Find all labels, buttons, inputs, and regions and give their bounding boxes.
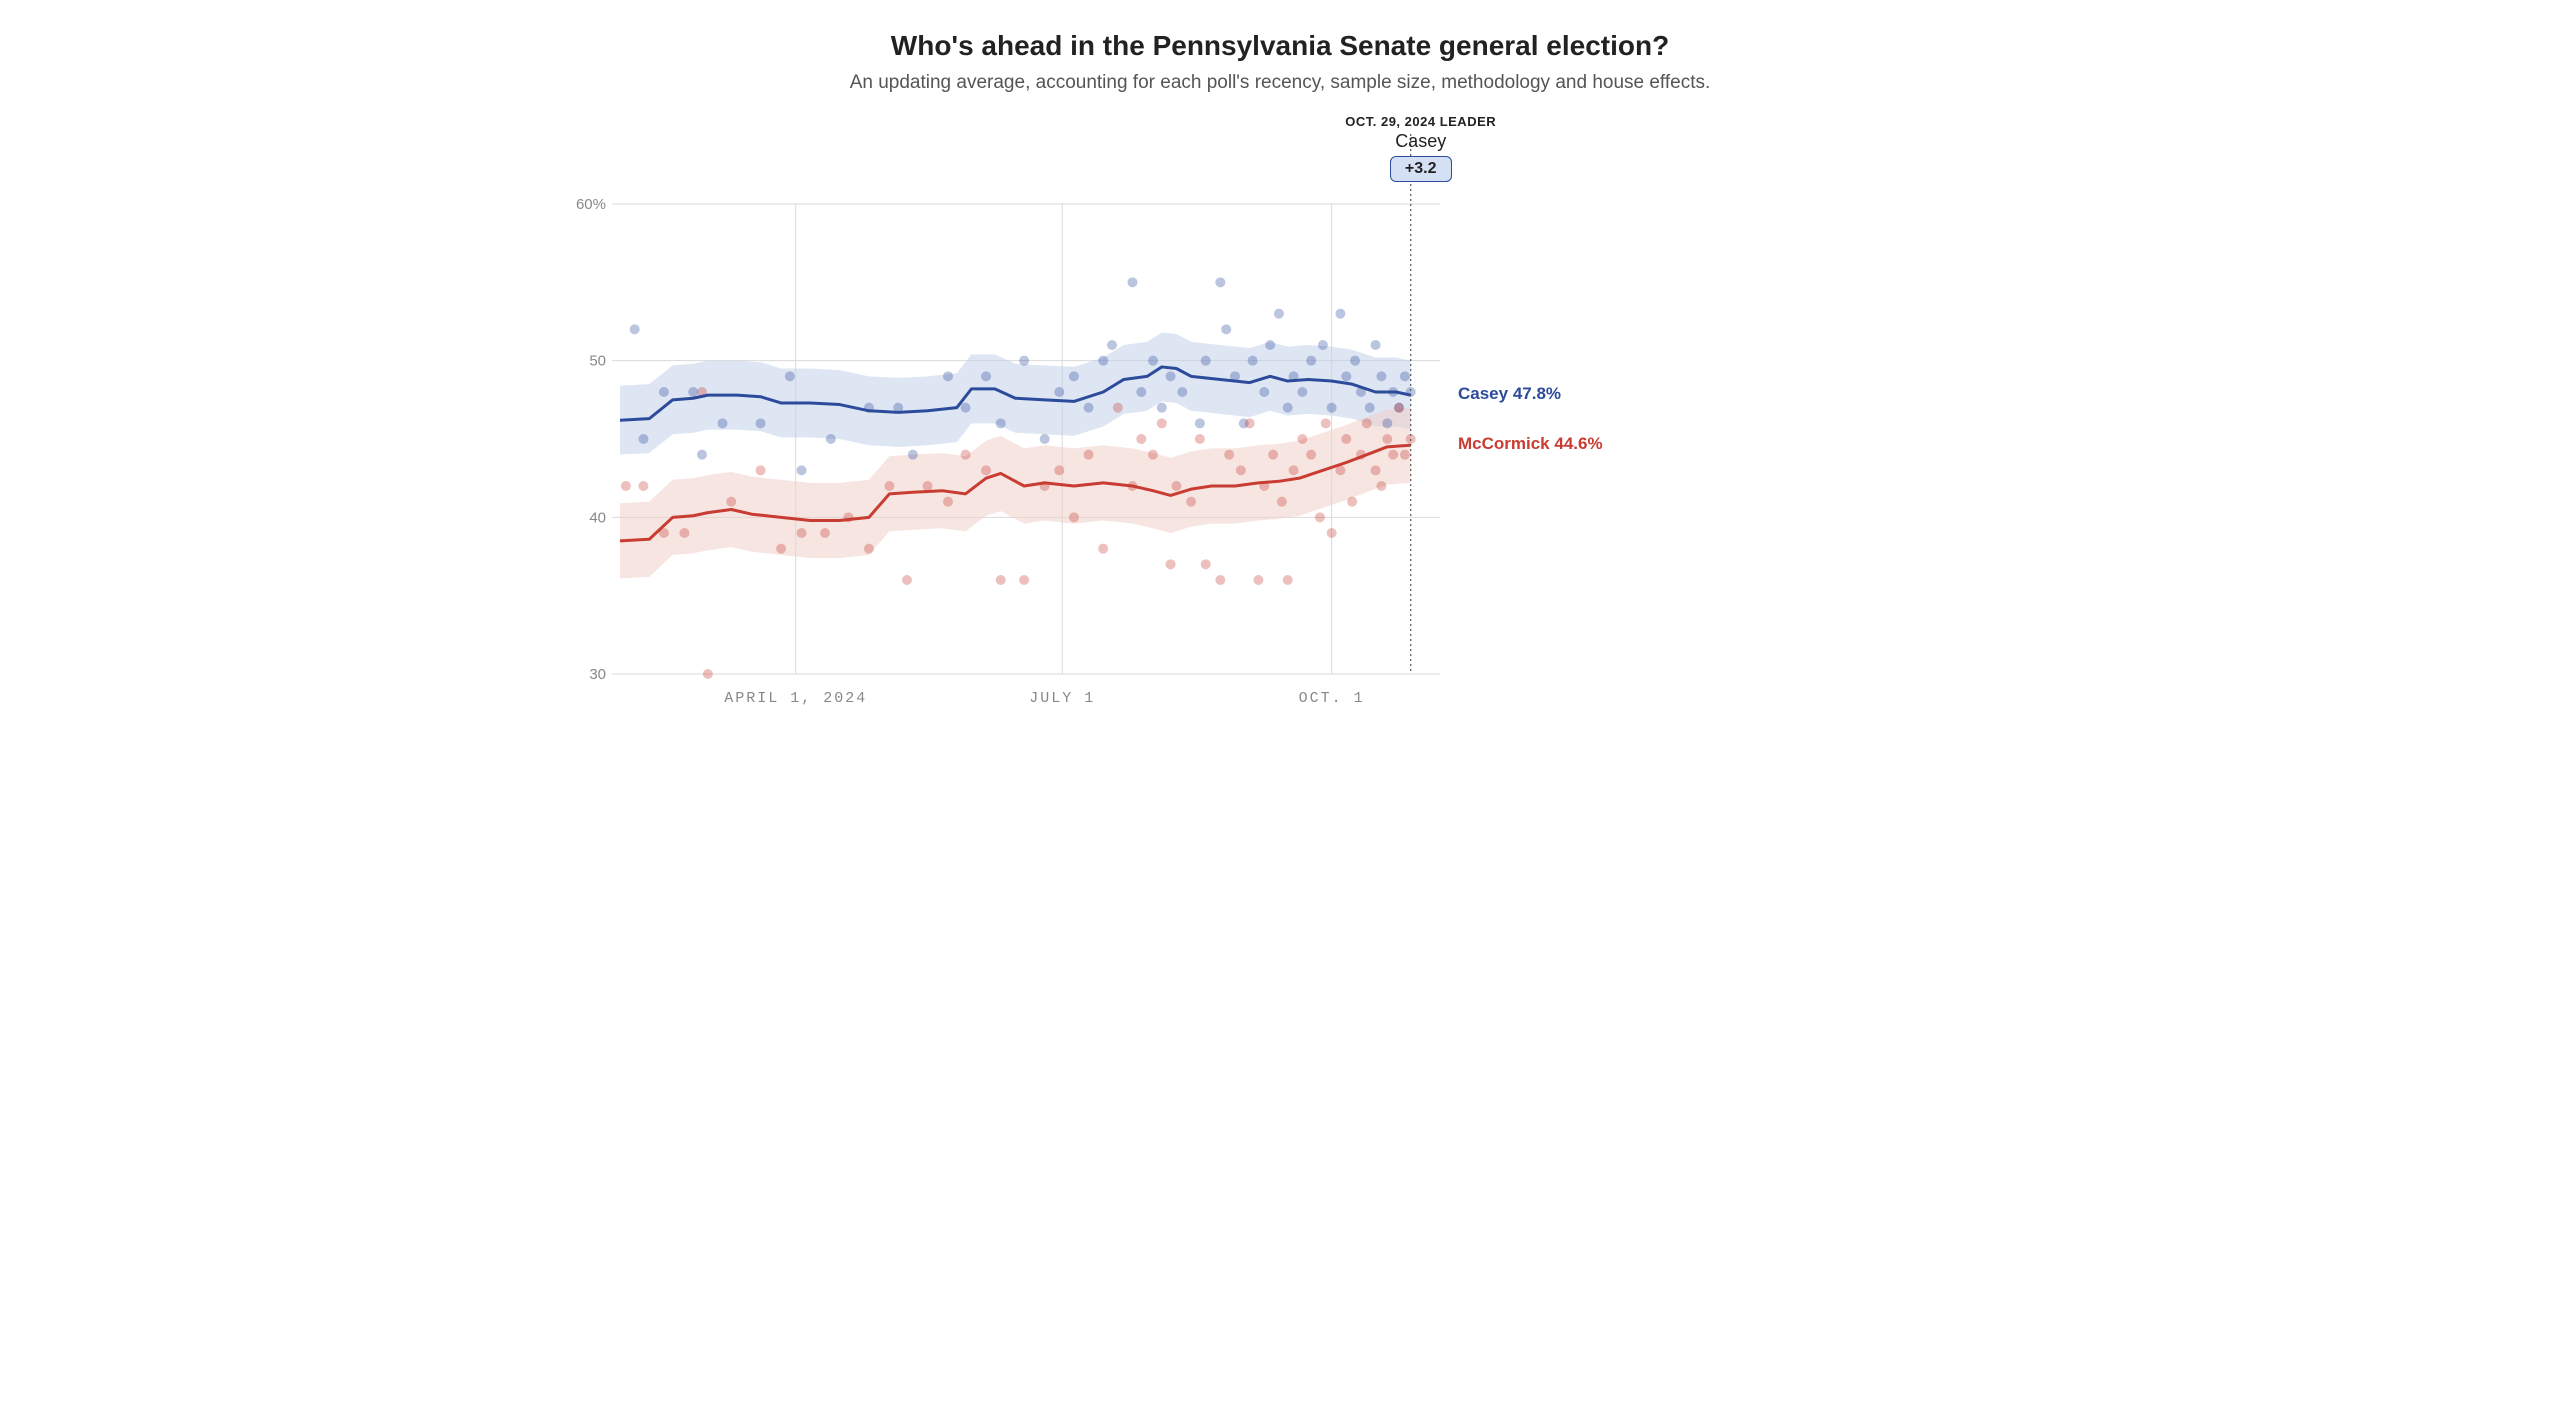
chart-title: Who's ahead in the Pennsylvania Senate g… xyxy=(530,30,2030,62)
leader-date: OCT. 29, 2024 LEADER xyxy=(1321,114,1521,129)
chart-subtitle: An updating average, accounting for each… xyxy=(530,72,2030,94)
svg-text:30: 30 xyxy=(589,666,606,683)
svg-text:JULY 1: JULY 1 xyxy=(1029,690,1095,707)
polling-chart: Who's ahead in the Pennsylvania Senate g… xyxy=(530,30,2030,734)
leader-callout: OCT. 29, 2024 LEADER Casey +3.2 xyxy=(1321,114,1521,182)
svg-text:50: 50 xyxy=(589,353,606,370)
leader-margin-badge: +3.2 xyxy=(1390,156,1452,182)
chart-svg: 30 40 50 60% APRIL 1, 2024 JULY 1 OCT. 1 xyxy=(530,114,1680,734)
plot-area: 30 40 50 60% APRIL 1, 2024 JULY 1 OCT. 1 OCT. … xyxy=(530,114,2030,734)
svg-text:APRIL 1, 2024: APRIL 1, 2024 xyxy=(724,690,867,707)
leader-name: Casey xyxy=(1321,131,1521,152)
svg-text:40: 40 xyxy=(589,509,606,526)
svg-text:OCT. 1: OCT. 1 xyxy=(1299,690,1365,707)
series-label-casey: Casey 47.8% xyxy=(1458,384,1561,404)
series-label-mccormick: McCormick 44.6% xyxy=(1458,434,1603,454)
svg-text:60%: 60% xyxy=(576,196,606,213)
